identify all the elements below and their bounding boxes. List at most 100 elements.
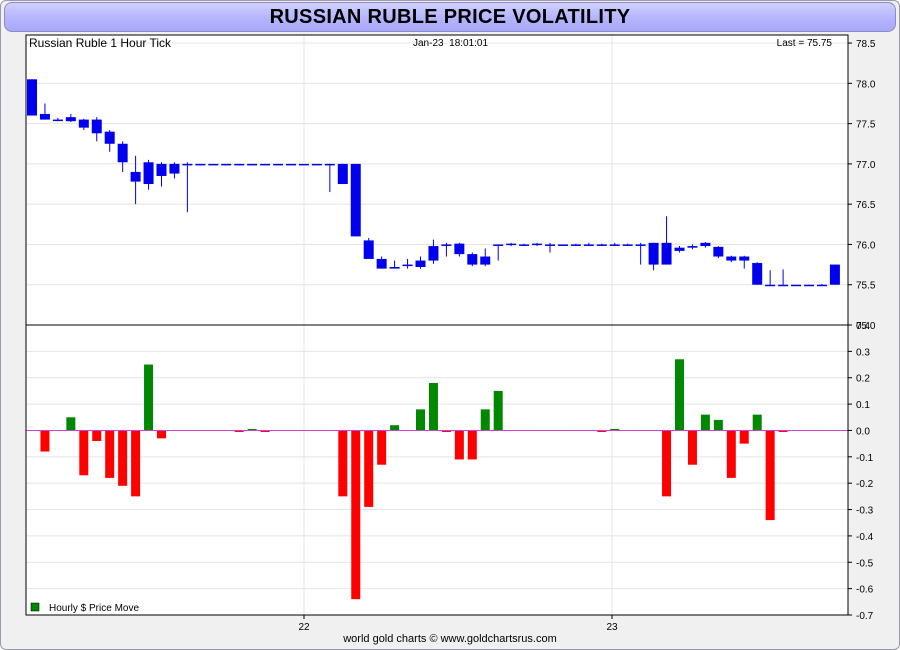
candle: [752, 262, 763, 285]
candle: [311, 163, 322, 166]
candle: [713, 246, 724, 259]
down-bar: [441, 430, 451, 432]
candle: [27, 79, 37, 116]
candle-body: [273, 163, 284, 166]
candle-body: [324, 163, 335, 166]
candle-body: [674, 247, 685, 251]
candle: [117, 141, 128, 172]
lower-y-tick-label: 0.1: [856, 400, 870, 411]
candle: [791, 284, 802, 287]
candle-body: [260, 163, 271, 166]
candle: [635, 242, 646, 265]
up-bar: [247, 428, 257, 431]
candle: [247, 163, 258, 166]
down-bar: [739, 430, 749, 444]
candle: [182, 162, 193, 213]
candle-body: [104, 131, 115, 144]
last-price-label: Last = 75.75: [777, 38, 833, 49]
lower-y-tick-label: 0.2: [856, 374, 870, 385]
upper-y-tick-label: 75.5: [856, 281, 876, 292]
candle: [739, 255, 750, 269]
down-bar: [662, 430, 672, 497]
candle-body: [752, 262, 763, 285]
candle-body: [376, 258, 387, 269]
candle: [557, 244, 568, 246]
upper-y-tick-label: 75.0: [856, 321, 876, 332]
candle-body: [635, 244, 646, 246]
candle: [467, 252, 478, 267]
candle: [52, 117, 63, 122]
up-bar: [144, 364, 154, 431]
x-tick-label: 23: [606, 622, 618, 633]
candle: [350, 163, 361, 237]
candle: [415, 256, 426, 269]
up-bar: [752, 414, 762, 431]
candle-body: [804, 284, 814, 287]
candle-body: [648, 242, 659, 265]
candle-body: [557, 244, 568, 246]
candle-body: [519, 244, 530, 246]
up-bar: [66, 417, 76, 431]
down-bar: [364, 430, 374, 507]
candle: [104, 130, 115, 152]
candle: [804, 284, 814, 287]
x-axis: 22 23: [298, 615, 618, 633]
candle: [596, 243, 607, 246]
candle: [363, 238, 374, 259]
candle-body: [182, 163, 193, 166]
lower-y-tick-label: 0.3: [856, 347, 870, 358]
candle-body: [402, 264, 413, 267]
down-bar: [597, 430, 607, 432]
up-bar: [700, 414, 710, 431]
candle-body: [78, 119, 89, 128]
candle: [402, 258, 413, 269]
candle-body: [143, 162, 154, 185]
candle: [130, 155, 141, 205]
down-bar: [467, 430, 477, 460]
candle-body: [739, 256, 750, 261]
legend-swatch: [30, 602, 40, 612]
candle: [143, 159, 154, 190]
candle-body: [156, 163, 167, 176]
candle: [661, 216, 672, 265]
candle-body: [454, 243, 465, 255]
candle: [778, 269, 789, 287]
candle-body: [234, 163, 245, 166]
candle-body: [208, 163, 219, 166]
candle: [65, 113, 76, 122]
down-bar: [131, 430, 141, 497]
candle: [221, 163, 232, 166]
candlestick-series: [27, 79, 840, 287]
upper-y-tick-label: 78.0: [856, 79, 876, 90]
down-bar: [687, 430, 697, 465]
candle: [286, 163, 296, 166]
candle-body: [363, 240, 374, 259]
candle: [700, 242, 711, 248]
price-move-bars: [40, 359, 788, 600]
candle-body: [286, 163, 296, 166]
lower-y-tick-label: -0.3: [856, 506, 874, 517]
down-bar: [79, 430, 89, 476]
down-bar: [778, 430, 788, 432]
candle-body: [130, 171, 141, 182]
up-bar: [713, 419, 723, 431]
candle: [260, 163, 271, 166]
candle-body: [441, 244, 452, 246]
down-bar: [234, 430, 244, 432]
lower-y-tick-label: -0.4: [856, 532, 874, 543]
candle: [570, 243, 581, 246]
candle: [674, 246, 685, 253]
lower-y-tick-label: 0.0: [856, 426, 870, 437]
lower-y-axis: 0.4 0.3 0.2 0.1 0.0 -0.1 -0.2 -0.3 -0.4 -0.5 -0.6 -…: [848, 321, 874, 622]
legend-label: Hourly $ Price Move: [49, 603, 139, 614]
candle: [765, 270, 776, 287]
down-bar: [377, 430, 387, 465]
candle-body: [428, 246, 439, 261]
down-bar: [726, 430, 736, 478]
footer-credit: world gold charts © www.goldchartsrus.co…: [343, 633, 557, 645]
candle-body: [39, 113, 50, 120]
down-bar: [118, 430, 128, 486]
lower-y-tick-label: -0.2: [856, 479, 874, 490]
candle: [234, 163, 245, 166]
